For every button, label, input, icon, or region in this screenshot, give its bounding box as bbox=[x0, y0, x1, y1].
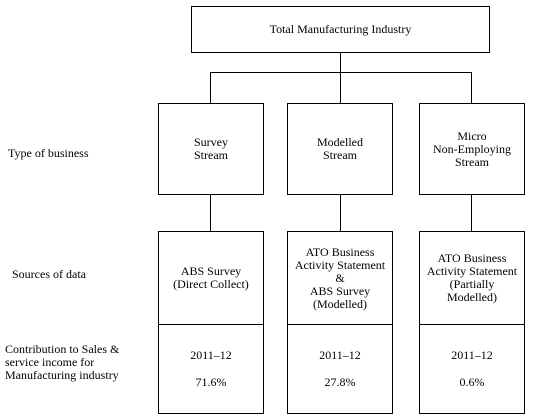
type-line: Stream bbox=[194, 148, 228, 162]
type-line: Stream bbox=[323, 148, 357, 162]
type-line: Modelled bbox=[317, 135, 363, 149]
row-label-contribution: Contribution to Sales & service income f… bbox=[5, 343, 119, 382]
total-manufacturing-label: Total Manufacturing Industry bbox=[269, 22, 412, 36]
row-label-type: Type of business bbox=[8, 146, 89, 160]
source-line: Activity Statement bbox=[426, 264, 518, 278]
source-line: (Modelled) bbox=[313, 296, 367, 311]
source-line: ATO Business bbox=[305, 244, 375, 259]
modelled-contribution-box: 2011–12 27.8% bbox=[287, 324, 393, 414]
survey-source-box: ABS Survey (Direct Collect) bbox=[158, 231, 264, 325]
micro-contribution-box: 2011–12 0.6% bbox=[419, 324, 525, 414]
micro-source-box: ATO Business Activity Statement (Partial… bbox=[419, 231, 525, 325]
survey-contribution-box: 2011–12 71.6% bbox=[158, 324, 264, 414]
contribution-share: 71.6% bbox=[195, 375, 227, 389]
survey-stream-box: Survey Stream bbox=[158, 103, 264, 195]
source-line: ABS Survey bbox=[180, 264, 242, 278]
source-line: & bbox=[335, 270, 345, 285]
type-line: Micro bbox=[457, 128, 487, 143]
source-line: (Direct Collect) bbox=[173, 277, 249, 291]
contribution-share: 0.6% bbox=[459, 375, 485, 389]
source-line: (Partially bbox=[449, 277, 495, 291]
micro-stream-box: Micro Non-Employing Stream bbox=[419, 103, 525, 195]
type-line: Stream bbox=[455, 154, 489, 169]
contribution-year: 2011–12 bbox=[190, 348, 232, 362]
source-line: ATO Business bbox=[437, 251, 507, 265]
contribution-share: 27.8% bbox=[324, 375, 356, 389]
modelled-source-box: ATO Business Activity Statement & ABS Su… bbox=[287, 231, 393, 325]
source-line: Modelled) bbox=[447, 290, 497, 304]
source-line: ABS Survey bbox=[309, 283, 371, 298]
modelled-stream-box: Modelled Stream bbox=[287, 103, 393, 195]
type-line: Survey bbox=[194, 135, 228, 149]
source-line: Activity Statement bbox=[294, 257, 386, 272]
contribution-year: 2011–12 bbox=[451, 348, 493, 362]
row-label-contribution-line: Contribution to Sales & bbox=[5, 342, 120, 356]
type-line: Non-Employing bbox=[433, 141, 511, 156]
row-label-contribution-line: Manufacturing industry bbox=[5, 368, 119, 382]
row-label-contribution-line: service income for bbox=[5, 355, 95, 369]
row-label-sources: Sources of data bbox=[12, 267, 86, 281]
total-manufacturing-box: Total Manufacturing Industry bbox=[191, 6, 490, 53]
contribution-year: 2011–12 bbox=[319, 348, 361, 362]
